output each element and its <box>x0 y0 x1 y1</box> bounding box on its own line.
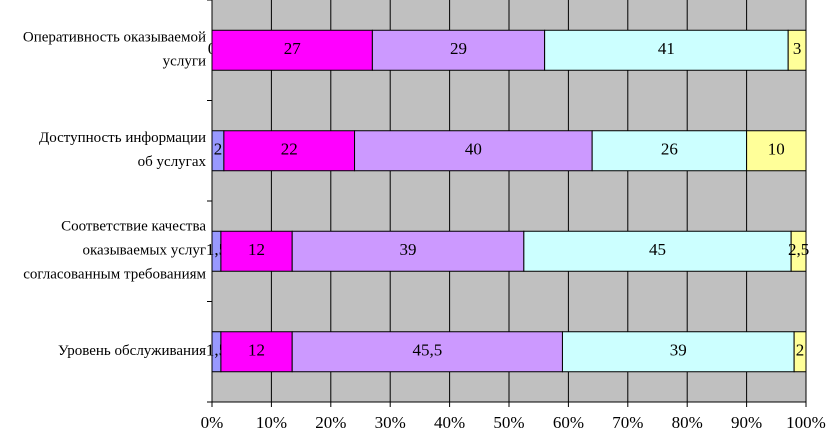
data-label: 27 <box>284 39 302 58</box>
bar-segment <box>793 331 807 373</box>
data-label: 12 <box>248 341 265 360</box>
bar-segment <box>746 130 807 172</box>
bar-segment <box>787 29 807 71</box>
x-tick-label: 80% <box>672 413 703 432</box>
x-tick-label: 70% <box>612 413 643 432</box>
bar-segment <box>220 331 293 373</box>
data-label: 12 <box>248 240 265 259</box>
data-label: 39 <box>400 240 417 259</box>
y-tick-label: Соответствие качества <box>61 219 206 235</box>
y-tick-label: Оперативность оказываемой <box>23 30 206 46</box>
x-tick-label: 30% <box>375 413 406 432</box>
data-label: 2 <box>796 341 805 360</box>
data-label: 39 <box>670 341 687 360</box>
x-tick-label: 60% <box>553 413 584 432</box>
data-label: 3 <box>793 39 802 58</box>
bar-segment <box>291 331 563 373</box>
y-tick-label: услуги <box>163 54 206 70</box>
bar-segment <box>220 230 293 272</box>
bar-segment <box>354 130 593 172</box>
bar-segment <box>523 230 792 272</box>
data-label: 45 <box>649 240 666 259</box>
data-label: 22 <box>281 140 298 159</box>
bar-segment <box>544 29 789 71</box>
data-label: 10 <box>768 140 785 159</box>
data-label: 2 <box>214 140 223 159</box>
bar-segment <box>371 29 546 71</box>
data-label: 45,5 <box>412 341 442 360</box>
bar-segment <box>591 130 748 172</box>
data-label: 41 <box>658 39 675 58</box>
data-label: 40 <box>465 140 482 159</box>
y-tick-label: согласованным требованиям <box>23 267 206 283</box>
bar-segment <box>561 331 795 373</box>
x-tick-label: 40% <box>434 413 465 432</box>
data-label: 29 <box>450 39 467 58</box>
y-tick-label: Уровень обслуживания <box>58 343 206 359</box>
data-label: 2,5 <box>788 240 809 259</box>
x-tick-label: 20% <box>315 413 346 432</box>
x-tick-label: 90% <box>731 413 762 432</box>
bar-segment <box>223 130 356 172</box>
x-tick-label: 100% <box>786 413 826 432</box>
x-tick-label: 10% <box>256 413 287 432</box>
x-tick-label: 50% <box>493 413 524 432</box>
y-tick-label: оказываемых услуг <box>82 243 206 259</box>
bar-segment <box>291 230 525 272</box>
bar-segment <box>790 230 807 272</box>
y-tick-label: об услугах <box>138 154 207 170</box>
y-tick-label: Доступность информации <box>39 130 206 146</box>
x-tick-label: 0% <box>201 413 224 432</box>
data-label: 26 <box>661 140 678 159</box>
